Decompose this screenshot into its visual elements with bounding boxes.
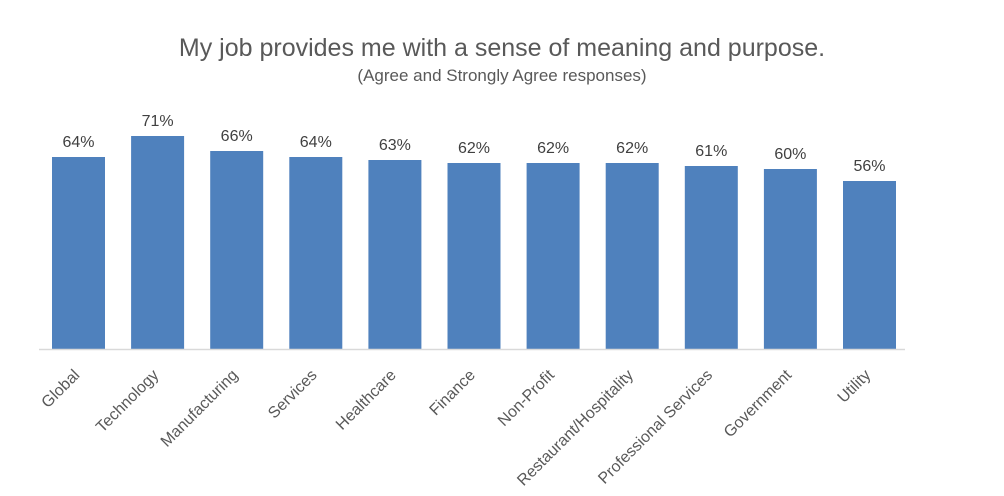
bar-technology xyxy=(131,136,185,349)
data-label: 62% xyxy=(458,140,490,157)
data-label: 64% xyxy=(62,134,94,151)
bar-global xyxy=(52,157,105,349)
bar-government xyxy=(763,169,817,349)
category-label: Non-Profit xyxy=(495,366,558,429)
bar-restaurant-hospitality xyxy=(605,163,659,349)
bar-professional-services xyxy=(684,166,738,349)
category-label: Finance xyxy=(427,367,479,419)
bar-manufacturing xyxy=(210,151,264,349)
bar-finance xyxy=(447,163,501,349)
data-label: 63% xyxy=(379,137,411,154)
data-label: 62% xyxy=(616,140,648,157)
data-label: 71% xyxy=(142,113,174,130)
chart-subtitle: (Agree and Strongly Agree responses) xyxy=(357,66,647,85)
data-label: 61% xyxy=(695,143,727,160)
chart-title: My job provides me with a sense of meani… xyxy=(178,34,826,62)
bars-group xyxy=(52,136,896,349)
data-label: 62% xyxy=(537,140,569,157)
data-label: 64% xyxy=(300,134,332,151)
category-label: Global xyxy=(39,367,84,412)
data-labels-group: 64% 71% 66% 64% 63% 62% 62% 62% 61% 60% 56% xyxy=(62,113,885,175)
category-label: Technology xyxy=(93,367,162,436)
bar-non-profit xyxy=(526,163,580,349)
category-label: Services xyxy=(265,367,320,422)
category-label: Manufacturing xyxy=(158,367,242,451)
bar-healthcare xyxy=(368,160,422,349)
data-label: 56% xyxy=(853,158,885,175)
category-label: Healthcare xyxy=(333,367,400,434)
data-label: 60% xyxy=(774,146,806,163)
bar-utility xyxy=(843,181,896,349)
bar-services xyxy=(289,157,343,349)
category-label: Utility xyxy=(835,367,875,407)
category-label: Government xyxy=(721,366,796,441)
data-label: 66% xyxy=(221,128,253,145)
